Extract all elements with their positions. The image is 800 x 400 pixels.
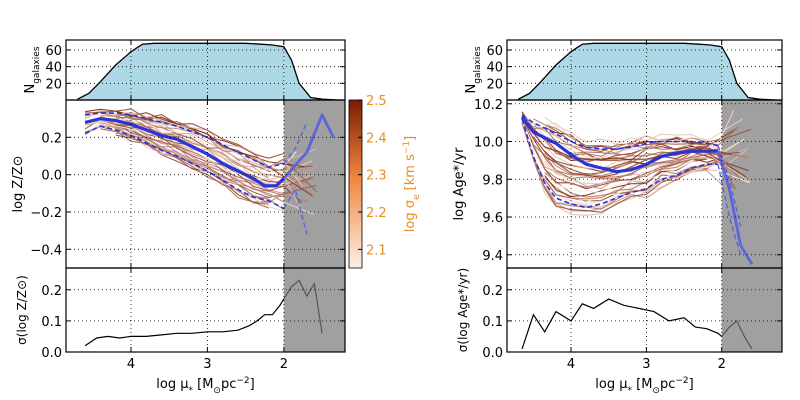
right-galaxy-profile-line	[544, 110, 735, 147]
right-excluded-region-bottom	[721, 268, 782, 352]
left-ytick-label: 20	[45, 77, 62, 92]
right-median-shaded-line	[716, 150, 754, 265]
left-ytick-label: 60	[45, 44, 62, 59]
left-galaxy-profile-line	[115, 123, 309, 203]
colorbar: 2.1 2.2 2.3 2.4 2.5 log σe [km s−1]	[348, 94, 422, 269]
colorbar-label: log σe [km s−1]	[402, 136, 422, 232]
colorbar-tick-label: 2.2	[366, 206, 387, 221]
right-ytick-label: 0.0	[482, 346, 503, 361]
left-ytick-label: −0.4	[30, 243, 62, 258]
right-bottom-ylabel: σ(log Age*/yr)	[456, 268, 470, 352]
left-upper-percentile-line	[85, 112, 284, 169]
right-galaxy-profile-line	[544, 126, 707, 151]
left-median-shaded-line	[282, 113, 335, 180]
right-xtick-label: 3	[642, 357, 650, 372]
right-top-ylabel: Ngalaxies	[464, 46, 483, 93]
right-galaxy-profile-line	[521, 119, 739, 188]
right-ytick-label: 0.1	[482, 315, 503, 330]
left-xtick-label: 3	[203, 357, 211, 372]
left-ytick-label: 0.2	[41, 284, 62, 299]
right-xtick-label: 4	[567, 357, 575, 372]
right-xaxis-label: log μ* [M⊙pc−2]	[595, 376, 693, 396]
right-galaxy-profile-line	[521, 114, 745, 183]
left-top-ylabel: Ngalaxies	[23, 46, 42, 93]
right-ytick-label: 60	[486, 44, 503, 59]
left-ytick-label: −0.2	[30, 206, 62, 221]
right-lower-percentile-shaded	[717, 164, 742, 256]
left-ytick-label: 0.1	[41, 315, 62, 330]
right-galaxy-profile-line	[521, 120, 719, 194]
right-ytick-label: 9.8	[482, 173, 503, 188]
left-ytick-label: 0.2	[41, 131, 62, 146]
left-scatter-shaded-line	[283, 279, 323, 334]
right-galaxy-profile-line	[521, 118, 750, 204]
right-median-line	[520, 116, 718, 174]
left-galaxy-profile-line	[115, 116, 313, 172]
right-ytick-label: 9.6	[482, 211, 503, 226]
left-median-line	[84, 117, 285, 188]
right-galaxy-profile-line	[544, 158, 707, 198]
left-bottom-ylabel: σ(log Z/Z⊙)	[15, 275, 29, 345]
left-galaxy-profile-line	[115, 117, 313, 177]
left-ytick-label: 0.0	[41, 169, 62, 184]
right-ytick-label: 9.4	[482, 249, 503, 264]
right-ytick-label: 10.0	[474, 136, 503, 151]
left-xaxis-label: log μ* [M⊙pc−2]	[156, 376, 254, 396]
right-galaxy-profile-line	[544, 126, 739, 156]
left-lower-percentile-shaded	[283, 187, 308, 235]
left-scatter-line	[84, 298, 285, 347]
right-lower-percentile-line	[521, 118, 718, 209]
right-galaxy-profile-line	[521, 118, 719, 159]
right-galaxy-profile-line	[544, 158, 707, 197]
colorbar-gradient	[348, 99, 363, 269]
right-galaxy-profile-line	[533, 144, 748, 180]
colorbar-tick-label: 2.4	[366, 131, 387, 146]
right-ytick-label: 0.2	[482, 284, 503, 299]
right-galaxy-profile-line	[521, 122, 736, 202]
right-middle-ylabel: log Age*/yr	[452, 147, 467, 221]
right-scatter-line	[521, 298, 723, 350]
left-lower-percentile-line	[84, 125, 285, 210]
right-xtick-label: 2	[718, 357, 726, 372]
left-ytick-label: 40	[45, 61, 62, 76]
left-excluded-region-bottom	[283, 268, 345, 352]
right-histogram-line	[517, 42, 775, 101]
right-axes-frame	[506, 267, 783, 353]
left-axes-frame	[65, 267, 346, 353]
left-upper-percentile-shaded	[283, 122, 308, 164]
left-histogram-line	[77, 42, 338, 101]
right-galaxy-profile-line	[544, 141, 740, 185]
colorbar-tick-label: 2.3	[366, 169, 387, 184]
right-scatter-shaded-line	[721, 319, 753, 350]
colorbar-tick-label: 2.5	[366, 94, 387, 109]
left-galaxy-profile-line	[85, 108, 284, 159]
left-histogram-fill	[77, 43, 338, 100]
right-ytick-label: 20	[486, 77, 503, 92]
colorbar-tick-label: 2.1	[366, 243, 387, 258]
right-ytick-label: 10.2	[474, 98, 503, 113]
left-xtick-label: 4	[127, 357, 135, 372]
right-ytick-label: 40	[486, 61, 503, 76]
left-ytick-label: 0.0	[41, 346, 62, 361]
right-galaxy-profile-line	[521, 117, 749, 178]
left-middle-ylabel: log Z/Z⊙	[11, 155, 26, 212]
left-xtick-label: 2	[280, 357, 288, 372]
right-histogram-fill	[518, 43, 775, 100]
